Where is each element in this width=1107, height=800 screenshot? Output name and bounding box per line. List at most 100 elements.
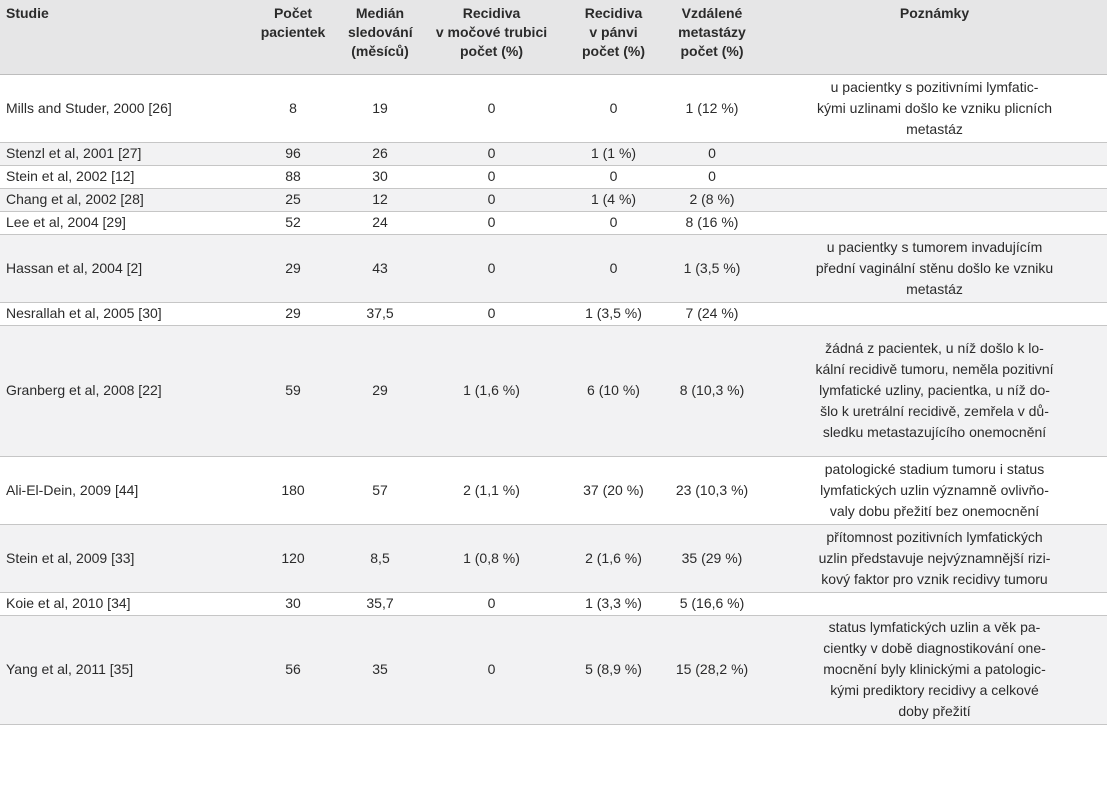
cell-pocet: 8 bbox=[244, 74, 342, 143]
cell-metastazy: 0 bbox=[662, 165, 762, 189]
cell-recidiva-mocova: 0 bbox=[418, 142, 565, 166]
cell-recidiva-panev: 0 bbox=[565, 234, 662, 303]
table-row: Hassan et al, 2004 [2] 29 43 0 0 1 (3,5 … bbox=[0, 234, 1107, 303]
cell-pocet: 56 bbox=[244, 615, 342, 725]
cell-studie: Hassan et al, 2004 [2] bbox=[0, 234, 244, 303]
cell-median: 8,5 bbox=[342, 524, 418, 593]
cell-recidiva-panev: 37 (20 %) bbox=[565, 456, 662, 525]
cell-median: 35 bbox=[342, 615, 418, 725]
cell-recidiva-panev: 6 (10 %) bbox=[565, 325, 662, 457]
table-row: Koie et al, 2010 [34] 30 35,7 0 1 (3,3 %… bbox=[0, 592, 1107, 616]
cell-recidiva-mocova: 1 (1,6 %) bbox=[418, 325, 565, 457]
cell-pocet: 30 bbox=[244, 592, 342, 616]
cell-median: 57 bbox=[342, 456, 418, 525]
table-row: Granberg et al, 2008 [22] 59 29 1 (1,6 %… bbox=[0, 325, 1107, 457]
cell-recidiva-panev: 1 (1 %) bbox=[565, 142, 662, 166]
cell-studie: Yang et al, 2011 [35] bbox=[0, 615, 244, 725]
cell-recidiva-mocova: 0 bbox=[418, 234, 565, 303]
table-row: Stein et al, 2002 [12] 88 30 0 0 0 bbox=[0, 165, 1107, 189]
table-body: Mills and Studer, 2000 [26] 8 19 0 0 1 (… bbox=[0, 74, 1107, 725]
table-row: Stein et al, 2009 [33] 120 8,5 1 (0,8 %)… bbox=[0, 524, 1107, 593]
cell-metastazy: 7 (24 %) bbox=[662, 302, 762, 326]
header-recidiva-mocova: Recidiva v močové trubici počet (%) bbox=[418, 0, 565, 75]
cell-recidiva-mocova: 0 bbox=[418, 165, 565, 189]
header-poznamky: Poznámky bbox=[762, 0, 1107, 75]
cell-metastazy: 8 (16 %) bbox=[662, 211, 762, 235]
cell-pocet: 180 bbox=[244, 456, 342, 525]
header-studie: Studie bbox=[0, 0, 244, 75]
cell-studie: Stein et al, 2009 [33] bbox=[0, 524, 244, 593]
cell-metastazy: 5 (16,6 %) bbox=[662, 592, 762, 616]
cell-poznamky: žádná z pacientek, u níž došlo k lo-káln… bbox=[762, 325, 1107, 457]
cell-studie: Granberg et al, 2008 [22] bbox=[0, 325, 244, 457]
cell-pocet: 96 bbox=[244, 142, 342, 166]
cell-recidiva-panev: 0 bbox=[565, 74, 662, 143]
cell-pocet: 29 bbox=[244, 302, 342, 326]
cell-recidiva-panev: 1 (4 %) bbox=[565, 188, 662, 212]
table-row: Stenzl et al, 2001 [27] 96 26 0 1 (1 %) … bbox=[0, 142, 1107, 166]
cell-recidiva-panev: 0 bbox=[565, 211, 662, 235]
cell-studie: Ali-El-Dein, 2009 [44] bbox=[0, 456, 244, 525]
cell-recidiva-panev: 1 (3,3 %) bbox=[565, 592, 662, 616]
cell-poznamky: patologické stadium tumoru i status lymfa… bbox=[762, 456, 1107, 525]
cell-poznamky bbox=[762, 165, 1107, 189]
cell-recidiva-panev: 2 (1,6 %) bbox=[565, 524, 662, 593]
cell-median: 29 bbox=[342, 325, 418, 457]
cell-poznamky: přítomnost pozitivních lymfatických uzlin… bbox=[762, 524, 1107, 593]
cell-poznamky: u pacientky s pozitivními lymfatic-kými … bbox=[762, 74, 1107, 143]
table-row: Chang et al, 2002 [28] 25 12 0 1 (4 %) 2… bbox=[0, 188, 1107, 212]
cell-poznamky: u pacientky s tumorem invadujícím přední … bbox=[762, 234, 1107, 303]
table-row: Yang et al, 2011 [35] 56 35 0 5 (8,9 %) … bbox=[0, 615, 1107, 725]
cell-recidiva-mocova: 0 bbox=[418, 592, 565, 616]
cell-pocet: 52 bbox=[244, 211, 342, 235]
cell-studie: Stein et al, 2002 [12] bbox=[0, 165, 244, 189]
cell-studie: Stenzl et al, 2001 [27] bbox=[0, 142, 244, 166]
cell-studie: Mills and Studer, 2000 [26] bbox=[0, 74, 244, 143]
cell-median: 35,7 bbox=[342, 592, 418, 616]
header-recidiva-panev: Recidiva v pánvi počet (%) bbox=[565, 0, 662, 75]
cell-recidiva-mocova: 0 bbox=[418, 211, 565, 235]
cell-recidiva-panev: 1 (3,5 %) bbox=[565, 302, 662, 326]
cell-poznamky bbox=[762, 302, 1107, 326]
cell-median: 37,5 bbox=[342, 302, 418, 326]
table-row: Mills and Studer, 2000 [26] 8 19 0 0 1 (… bbox=[0, 74, 1107, 143]
header-pocet: Počet pacientek bbox=[244, 0, 342, 75]
cell-recidiva-mocova: 0 bbox=[418, 74, 565, 143]
cell-recidiva-mocova: 2 (1,1 %) bbox=[418, 456, 565, 525]
cell-metastazy: 8 (10,3 %) bbox=[662, 325, 762, 457]
cell-metastazy: 15 (28,2 %) bbox=[662, 615, 762, 725]
cell-studie: Nesrallah et al, 2005 [30] bbox=[0, 302, 244, 326]
cell-metastazy: 1 (12 %) bbox=[662, 74, 762, 143]
cell-metastazy: 35 (29 %) bbox=[662, 524, 762, 593]
cell-poznamky: status lymfatických uzlin a věk pa-cient… bbox=[762, 615, 1107, 725]
cell-pocet: 29 bbox=[244, 234, 342, 303]
cell-recidiva-panev: 5 (8,9 %) bbox=[565, 615, 662, 725]
cell-poznamky bbox=[762, 592, 1107, 616]
cell-metastazy: 23 (10,3 %) bbox=[662, 456, 762, 525]
recurrence-table: Studie Počet pacientek Medián sledování (mě… bbox=[0, 0, 1107, 725]
cell-studie: Lee et al, 2004 [29] bbox=[0, 211, 244, 235]
cell-poznamky bbox=[762, 211, 1107, 235]
cell-metastazy: 2 (8 %) bbox=[662, 188, 762, 212]
cell-median: 12 bbox=[342, 188, 418, 212]
table-row: Ali-El-Dein, 2009 [44] 180 57 2 (1,1 %) … bbox=[0, 456, 1107, 525]
table-header: Studie Počet pacientek Medián sledování (mě… bbox=[0, 0, 1107, 75]
cell-studie: Koie et al, 2010 [34] bbox=[0, 592, 244, 616]
cell-recidiva-mocova: 0 bbox=[418, 302, 565, 326]
cell-recidiva-panev: 0 bbox=[565, 165, 662, 189]
header-median: Medián sledování (měsíců) bbox=[342, 0, 418, 75]
cell-poznamky bbox=[762, 142, 1107, 166]
header-metastazy: Vzdálené metastázy počet (%) bbox=[662, 0, 762, 75]
cell-pocet: 25 bbox=[244, 188, 342, 212]
cell-median: 19 bbox=[342, 74, 418, 143]
cell-recidiva-mocova: 0 bbox=[418, 615, 565, 725]
cell-pocet: 120 bbox=[244, 524, 342, 593]
cell-studie: Chang et al, 2002 [28] bbox=[0, 188, 244, 212]
cell-median: 30 bbox=[342, 165, 418, 189]
cell-median: 43 bbox=[342, 234, 418, 303]
table-row: Lee et al, 2004 [29] 52 24 0 0 8 (16 %) bbox=[0, 211, 1107, 235]
cell-median: 26 bbox=[342, 142, 418, 166]
cell-metastazy: 1 (3,5 %) bbox=[662, 234, 762, 303]
cell-poznamky bbox=[762, 188, 1107, 212]
cell-metastazy: 0 bbox=[662, 142, 762, 166]
